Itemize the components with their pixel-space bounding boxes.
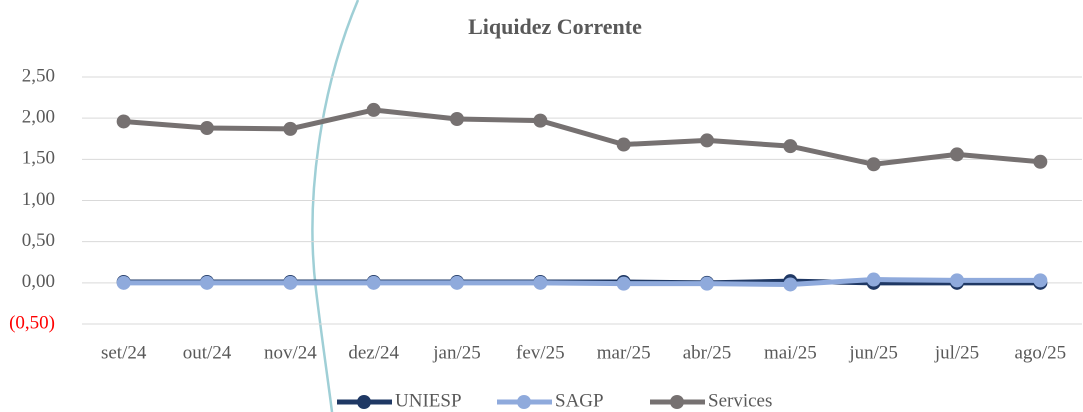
legend-label: Services (708, 390, 772, 411)
data-point (116, 275, 131, 290)
legend-marker (517, 395, 531, 409)
data-point (616, 276, 631, 291)
data-point (450, 111, 464, 126)
y-tick-label: 1,00 (22, 189, 55, 210)
data-point (783, 139, 798, 154)
data-point (283, 121, 298, 136)
data-point (866, 272, 881, 287)
data-point (200, 275, 214, 290)
x-tick-label: nov/24 (264, 342, 317, 363)
data-point (700, 133, 714, 148)
y-tick-label: 0,50 (22, 230, 55, 251)
x-tick-label: set/24 (101, 342, 147, 363)
series-line (123, 277, 1041, 287)
legend-marker (357, 395, 371, 409)
data-point (283, 275, 298, 290)
data-point (366, 102, 381, 117)
y-tick-label: 0,00 (22, 271, 55, 292)
series-line (123, 107, 1041, 167)
x-tick-label: mai/25 (764, 342, 817, 363)
data-point (616, 137, 631, 152)
data-point (866, 157, 881, 172)
y-tick-label: 2,00 (22, 107, 55, 128)
data-point (950, 147, 964, 162)
x-tick-label: jun/25 (848, 342, 898, 363)
y-tick-label: 1,50 (22, 148, 55, 169)
chart-title: Liquidez Corrente (468, 14, 642, 39)
data-point (1033, 273, 1048, 288)
legend-marker (670, 395, 684, 409)
data-point (533, 113, 548, 128)
legend-label: UNIESP (395, 390, 462, 411)
x-tick-label: out/24 (183, 342, 232, 363)
data-point (783, 277, 798, 292)
data-point (450, 275, 464, 290)
x-tick-label: dez/24 (348, 342, 399, 363)
data-point (1033, 154, 1048, 169)
x-tick-label: ago/25 (1014, 342, 1066, 363)
data-point (700, 276, 714, 291)
data-point (533, 275, 548, 290)
x-tick-label: jul/25 (934, 342, 979, 363)
x-tick-label: jan/25 (432, 342, 481, 363)
data-point (116, 114, 131, 129)
data-point (950, 273, 964, 288)
decorative-arc (311, 0, 360, 412)
legend-label: SAGP (555, 390, 604, 411)
x-tick-label: mar/25 (597, 342, 651, 363)
y-tick-label: 2,50 (22, 65, 55, 86)
y-tick-label: (0,50) (9, 312, 55, 333)
x-tick-label: fev/25 (516, 342, 565, 363)
data-point (200, 121, 214, 136)
x-tick-label: abr/25 (683, 342, 732, 363)
data-point (366, 275, 381, 290)
